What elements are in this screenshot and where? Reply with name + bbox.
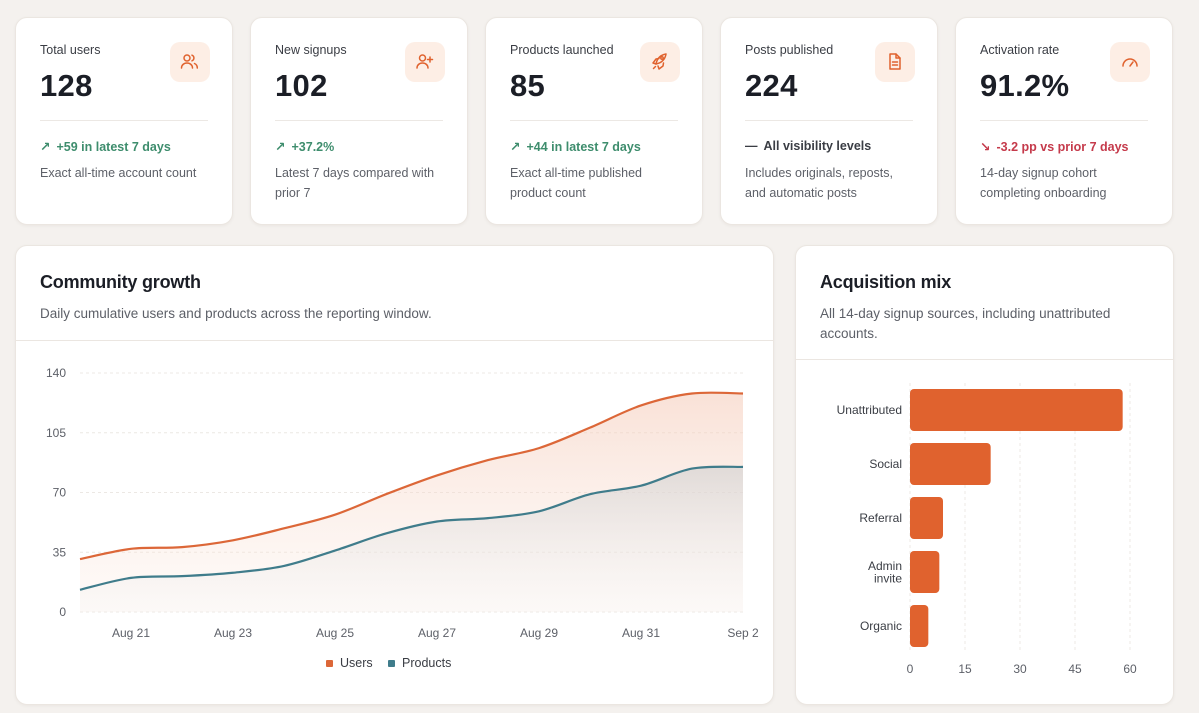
series-area-products (80, 466, 743, 612)
kpi-card: Total users 128 ↗ +59 in latest 7 days E… (15, 17, 233, 225)
trend-arrow-icon: ↗ (510, 140, 521, 154)
user-plus-icon (405, 42, 445, 82)
bar (910, 605, 929, 647)
kpi-value: 85 (510, 68, 546, 103)
x-tick-label: 45 (1068, 662, 1082, 676)
bar (910, 389, 1123, 431)
kpi-label: Posts published (745, 43, 834, 57)
rocket-icon (640, 42, 680, 82)
bar (910, 497, 943, 539)
series-line-products (79, 465, 744, 591)
panel-title: Community growth (40, 272, 201, 292)
kpi-delta: ↗ +37.2% (275, 139, 335, 155)
kpi-value: 128 (40, 68, 93, 103)
divider (16, 340, 773, 341)
y-tick-label: 35 (53, 545, 67, 559)
panel-title: Acquisition mix (820, 272, 952, 292)
bar (910, 443, 991, 485)
kpi-note: Includes originals, reposts, and automat… (745, 166, 893, 200)
kpi-delta: ↗ +59 in latest 7 days (40, 139, 171, 155)
divider (40, 120, 208, 121)
acquisition-mix-chart: 0 15 30 45 60 Unattributed Social Referral Admin… (837, 383, 1137, 676)
kpi-value: 224 (745, 68, 798, 103)
community-growth-panel: Community growth Daily cumulative users … (15, 245, 774, 705)
x-tick-label: Aug 23 (214, 626, 252, 640)
x-tick-label: 30 (1013, 662, 1027, 676)
category-label: Organic (860, 619, 902, 633)
kpi-delta-text: All visibility levels (763, 139, 872, 153)
series-line-users (79, 391, 744, 561)
users-icon (170, 42, 210, 82)
community-growth-chart: 0 35 70 105 140 Aug 21 Aug 23 Aug 25 Aug 27 Aug 2… (46, 366, 759, 670)
category-label: Social (869, 457, 902, 471)
panel-subtitle: All 14-day signup sources, including una… (820, 306, 1111, 341)
kpi-card: Posts published 224 — All visibility lev… (720, 17, 938, 225)
kpi-value: 91.2% (980, 68, 1070, 103)
category-label: Unattributed (837, 403, 902, 417)
x-tick-label: Aug 25 (316, 626, 354, 640)
kpi-delta-text: +44 in latest 7 days (526, 139, 641, 154)
legend-label: Users (340, 656, 373, 670)
legend-label: Products (402, 656, 451, 670)
bar (910, 551, 940, 593)
kpi-card: New signups 102 ↗ +37.2% Latest 7 days c… (250, 17, 468, 225)
chart-legend: Users Products (326, 656, 451, 670)
kpi-note: 14-day signup cohort completing onboardi… (980, 166, 1107, 200)
x-tick-label: Aug 31 (622, 626, 660, 640)
kpi-note: Latest 7 days compared with prior 7 (275, 166, 435, 200)
trend-arrow-icon: ↘ (980, 140, 991, 154)
x-tick-label: Aug 27 (418, 626, 456, 640)
x-tick-label: 60 (1123, 662, 1137, 676)
kpi-label: Total users (40, 43, 101, 57)
kpi-delta: ↘ -3.2 pp vs prior 7 days (980, 139, 1129, 155)
x-tick-label: 15 (958, 662, 972, 676)
x-tick-label: Sep 2 (727, 626, 759, 640)
trend-arrow-icon: ↗ (40, 140, 51, 154)
kpi-delta-text: +59 in latest 7 days (56, 139, 171, 154)
y-tick-label: 140 (46, 366, 66, 380)
kpi-delta-text: +37.2% (291, 139, 335, 154)
y-tick-label: 0 (59, 605, 66, 619)
acquisition-mix-panel: Acquisition mix All 14-day signup source… (795, 245, 1174, 705)
category-label: Referral (859, 511, 902, 525)
kpi-delta-text: -3.2 pp vs prior 7 days (996, 139, 1129, 154)
kpi-note: Exact all-time account count (40, 166, 197, 180)
trend-arrow-icon: — (745, 139, 758, 153)
kpi-delta: — All visibility levels (745, 139, 871, 153)
y-tick-label: 105 (46, 426, 66, 440)
kpi-card: Products launched 85 ↗ +44 in latest 7 d… (485, 17, 703, 225)
category-label: Admin invite (868, 559, 902, 586)
divider (745, 120, 913, 121)
kpi-label: Products launched (510, 43, 614, 57)
document-icon (875, 42, 915, 82)
kpi-delta: ↗ +44 in latest 7 days (510, 139, 641, 155)
divider (275, 120, 443, 121)
kpi-card: Activation rate 91.2% ↘ -3.2 pp vs prior… (955, 17, 1173, 225)
panel-subtitle: Daily cumulative users and products acro… (40, 306, 432, 321)
divider (980, 120, 1148, 121)
x-tick-label: Aug 29 (520, 626, 558, 640)
divider (796, 359, 1173, 360)
gauge-icon (1110, 42, 1150, 82)
y-tick-label: 70 (53, 486, 67, 500)
x-tick-label: Aug 21 (112, 626, 150, 640)
x-tick-label: 0 (907, 662, 914, 676)
kpi-label: Activation rate (980, 43, 1060, 57)
legend-swatch (388, 660, 395, 667)
legend-swatch (326, 660, 333, 667)
kpi-note: Exact all-time published product count (510, 166, 643, 200)
divider (510, 120, 678, 121)
kpi-label: New signups (275, 43, 347, 57)
kpi-value: 102 (275, 68, 328, 103)
trend-arrow-icon: ↗ (275, 140, 286, 154)
